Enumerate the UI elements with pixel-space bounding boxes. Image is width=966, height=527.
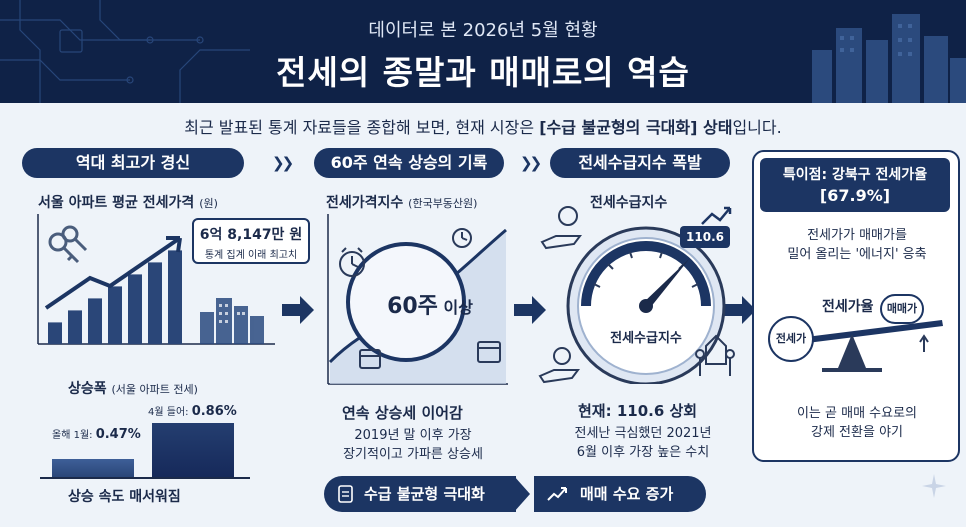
price-bar: [48, 322, 62, 344]
rise-label-small: (서울 아파트 전세): [111, 383, 198, 396]
jan-rise-label: 올해 1월: 0.47%: [52, 426, 141, 442]
apr-rise-bar: [152, 423, 234, 477]
insight-foot-line2: 강제 전환을 야기: [811, 425, 903, 440]
maemae-ball: 매매가: [880, 294, 924, 324]
balance-label: 전세가율: [822, 299, 874, 315]
insight-desc-line2: 밀어 올리는 '에너지' 응축: [787, 247, 927, 262]
price-callout-note: 통계 집계 이래 최고치: [204, 250, 298, 261]
section3-current: 현재: 110.6 상회: [578, 402, 698, 420]
section3-pill: 전세수급지수 폭발: [550, 148, 730, 178]
intro-highlight: [수급 불균형의 극대화] 상태: [539, 118, 733, 137]
price-bar: [128, 274, 142, 344]
rise-label-text: 상승폭: [68, 381, 107, 397]
trend-up-icon: [547, 487, 567, 501]
bottom-left-pill: 수급 불균형 극대화: [324, 476, 516, 512]
section2-label-small: (한국부동산원): [408, 197, 478, 210]
section1-label-text: 서울 아파트 평균 전세가격: [38, 195, 195, 211]
bottom-left-text: 수급 불균형 극대화: [364, 485, 485, 503]
section3-desc-line2: 6월 이후 가장 높은 수치: [576, 445, 710, 460]
price-bar: [148, 262, 162, 344]
apr-rise-label: 4월 들어: 0.86%: [148, 403, 237, 419]
rise-baseline: [40, 477, 250, 479]
price-bar: [88, 298, 102, 344]
weeks-badge-number: 60주: [387, 294, 438, 319]
arrow-right-icon: [724, 296, 756, 324]
section1-pill: 역대 최고가 경신: [22, 148, 244, 178]
supply-gauge-graphic: [538, 206, 735, 384]
weeks-badge: 60주 이상: [374, 288, 486, 320]
arrow-right-icon: [514, 296, 546, 324]
section3-desc-line1: 전세난 극심했던 2021년: [574, 426, 712, 441]
section3-desc: 전세난 극심했던 2021년 6월 이후 가장 높은 수치: [548, 424, 738, 462]
header-subtitle: 데이터로 본 2026년 5월 현황: [368, 20, 598, 41]
section2-desc-line2: 장기적이고 가파른 상승세: [343, 447, 483, 462]
jan-rise-bar: [52, 458, 134, 477]
insight-foot-line1: 이는 곧 매매 수요로의: [796, 406, 918, 421]
jan-label: 올해 1월:: [52, 430, 96, 441]
insight-title-line2: [67.9%]: [819, 186, 891, 205]
circuit-pattern-icon: [0, 0, 966, 103]
section2-desc: 2019년 말 이후 가장 장기적이고 가파른 상승세: [318, 426, 508, 464]
chevron-right-icon: ❯❯: [272, 154, 294, 172]
rise-label: 상승폭 (서울 아파트 전세): [68, 378, 198, 398]
section2-desc-line1: 2019년 말 이후 가장: [354, 428, 472, 443]
bottom-right-pill: 매매 수요 증가: [534, 476, 706, 512]
jan-value: 0.47%: [95, 427, 141, 442]
chevron-right-icon: [514, 476, 530, 512]
section1-label-unit: (원): [199, 197, 218, 210]
intro-prefix: 최근 발표된 통계 자료들을 종합해 보면, 현재 시장은: [184, 118, 540, 137]
money-hand-icon: [538, 206, 582, 384]
intro-suffix: 입니다.: [732, 118, 782, 137]
speed-label: 상승 속도 매서워짐: [68, 489, 181, 505]
calendar-icon: [359, 341, 501, 369]
gauge-value-badge: 110.6: [680, 226, 730, 248]
sparkle-icon: [922, 474, 946, 498]
alarm-clock-icon: [339, 247, 365, 277]
section2-caption: 연속 상승세 이어감: [342, 404, 463, 422]
chevron-right-icon: ❯❯: [520, 154, 542, 172]
apr-label: 4월 들어:: [148, 407, 192, 418]
price-bar: [108, 286, 122, 344]
price-bar: [168, 250, 182, 344]
price-callout: 6억 8,147만 원 통계 집계 이래 최고치: [192, 218, 310, 264]
section3-label: 전세수급지수: [590, 195, 668, 211]
people-icon: [695, 334, 735, 376]
section1-label: 서울 아파트 평균 전세가격 (원): [38, 192, 218, 212]
apr-value: 0.86%: [191, 404, 237, 419]
header-title: 전세의 종말과 매매로의 역습: [276, 53, 690, 92]
section2-label-text: 전세가격지수: [326, 195, 404, 211]
gauge-label: 전세수급지수: [610, 331, 682, 346]
insight-desc-line1: 전세가가 매매가를: [807, 228, 907, 243]
insight-foot: 이는 곧 매매 수요로의 강제 전환을 야기: [762, 404, 952, 442]
section2-label: 전세가격지수 (한국부동산원): [326, 192, 477, 212]
insight-title-line1: 특이점: 강북구 전세가율: [782, 167, 928, 183]
document-icon: [338, 485, 353, 503]
section2-pill: 60주 연속 상승의 기록: [314, 148, 504, 178]
header-banner: 데이터로 본 2026년 5월 현황 전세의 종말과 매매로의 역습: [0, 0, 966, 103]
insight-desc: 전세가가 매매가를 밀어 올리는 '에너지' 응축: [762, 226, 952, 264]
key-icon: [48, 225, 88, 264]
index-curve-graphic: [327, 214, 508, 385]
bottom-right-text: 매매 수요 증가: [580, 485, 674, 503]
price-callout-value: 6억 8,147만 원: [199, 227, 303, 243]
price-bar-chart: [37, 214, 275, 345]
insight-panel-title: 특이점: 강북구 전세가율 [67.9%]: [760, 158, 950, 212]
intro-text: 최근 발표된 통계 자료들을 종합해 보면, 현재 시장은 [수급 불균형의 극…: [0, 114, 966, 138]
weeks-badge-suffix: 이상: [437, 298, 473, 317]
trend-up-icon: [701, 206, 732, 225]
clock-icon: [452, 228, 472, 248]
balance-scale-graphic: [782, 320, 943, 372]
jeonse-ball: 전세가: [768, 316, 814, 362]
arrow-right-icon: [282, 296, 314, 324]
price-bar: [68, 310, 82, 344]
